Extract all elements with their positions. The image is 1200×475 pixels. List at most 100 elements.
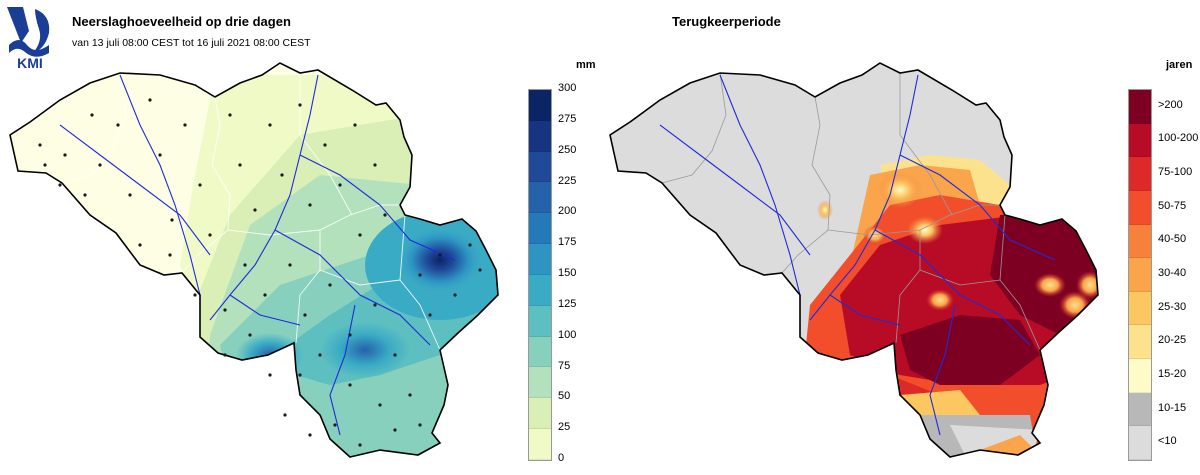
rain-gauge-station xyxy=(338,183,342,187)
precip-unit-label: mm xyxy=(576,59,596,71)
legend-tick-label: 275 xyxy=(558,112,577,125)
rain-gauge-station xyxy=(438,253,442,257)
legend-tick-label: 300 xyxy=(558,82,577,94)
legend-category-label: 50-75 xyxy=(1158,199,1187,212)
rain-gauge-station xyxy=(158,153,162,157)
rain-gauge-station xyxy=(323,143,327,147)
precip-color-legend xyxy=(528,89,552,461)
rain-gauge-station xyxy=(183,123,187,127)
legend-category-label: >200 xyxy=(1158,98,1183,111)
kmi-logo: KMI xyxy=(5,5,55,71)
rain-gauge-station xyxy=(280,173,284,177)
rain-gauge-station xyxy=(98,163,102,167)
legend-category-label: 75-100 xyxy=(1158,166,1193,179)
legend-swatch xyxy=(529,151,551,183)
rain-gauge-station xyxy=(193,293,197,297)
legend-swatch xyxy=(1129,90,1151,124)
legend-swatch xyxy=(529,398,551,430)
legend-swatch xyxy=(529,367,551,399)
rain-gauge-station xyxy=(333,423,337,427)
rain-gauge-station xyxy=(318,353,322,357)
legend-category-label: 10-15 xyxy=(1158,401,1187,414)
legend-swatch xyxy=(529,244,551,275)
rain-gauge-station xyxy=(358,443,362,447)
legend-tick-label: 225 xyxy=(558,174,577,187)
legend-category-label: 15-20 xyxy=(1158,367,1187,380)
legend-tick-label: 175 xyxy=(558,236,577,249)
rain-gauge-station xyxy=(223,353,227,357)
legend-swatch xyxy=(529,305,551,337)
rain-gauge-station xyxy=(373,163,377,167)
rain-gauge-station xyxy=(393,428,397,432)
rain-gauge-station xyxy=(478,268,482,272)
legend-swatch xyxy=(529,213,551,245)
legend-swatch xyxy=(529,429,551,460)
legend-tick-label: 125 xyxy=(558,297,577,310)
rain-gauge-station xyxy=(353,123,357,127)
legend-category-label: 40-50 xyxy=(1158,233,1187,246)
legend-category-label: 25-30 xyxy=(1158,300,1187,313)
legend-tick-label: 25 xyxy=(558,421,571,434)
legend-tick-label: 200 xyxy=(558,205,577,218)
legend-swatch xyxy=(1129,291,1151,326)
legend-category-label: 100-200 xyxy=(1158,132,1199,145)
rain-gauge-station xyxy=(248,333,252,337)
rain-gauge-station xyxy=(263,293,267,297)
right-map-title: Terugkeerperiode xyxy=(672,14,781,29)
legend-swatch xyxy=(529,274,551,306)
rain-gauge-station xyxy=(373,303,377,307)
rain-gauge-station xyxy=(63,153,67,157)
legend-category-label: 20-25 xyxy=(1158,334,1187,347)
rain-gauge-station xyxy=(208,233,212,237)
rain-gauge-station xyxy=(428,313,432,317)
rain-gauge-station xyxy=(418,423,422,427)
rain-gauge-station xyxy=(383,213,387,217)
rain-gauge-station xyxy=(228,113,232,117)
rain-gauge-station xyxy=(393,353,397,357)
legend-tick-label: 100 xyxy=(558,328,577,341)
rain-gauge-station xyxy=(268,373,272,377)
legend-swatch xyxy=(1129,359,1151,393)
rain-gauge-station xyxy=(283,413,287,417)
legend-swatch xyxy=(1129,258,1151,292)
rain-gauge-station xyxy=(348,333,352,337)
legend-tick-label: 75 xyxy=(558,359,571,372)
rain-gauge-station xyxy=(288,263,292,267)
rain-gauge-station xyxy=(83,193,87,197)
rain-gauge-station xyxy=(378,403,382,407)
rain-gauge-station xyxy=(58,183,62,187)
rain-gauge-station xyxy=(223,308,227,312)
rain-gauge-station xyxy=(168,253,172,257)
return-period-map xyxy=(609,62,1099,458)
rain-gauge-station xyxy=(408,393,412,397)
left-map-subtitle: van 13 juli 08:00 CEST tot 16 juli 2021 … xyxy=(72,37,311,49)
legend-tick-label: 50 xyxy=(558,390,571,403)
legend-swatch xyxy=(529,336,551,368)
legend-tick-label: 250 xyxy=(558,143,577,156)
rain-gauge-station xyxy=(253,208,257,212)
legend-swatch xyxy=(1129,157,1151,191)
left-map-title: Neerslaghoeveelheid op drie dagen xyxy=(72,14,291,29)
return-period-unit-label: jaren xyxy=(1166,59,1193,71)
rain-gauge-station xyxy=(308,203,312,207)
rain-gauge-station xyxy=(358,233,362,237)
legend-tick-label: 150 xyxy=(558,267,577,279)
return-period-color-legend xyxy=(1128,89,1152,461)
rain-gauge-station xyxy=(43,163,47,167)
rain-gauge-station xyxy=(138,243,142,247)
rain-gauge-station xyxy=(243,263,247,267)
rain-gauge-station xyxy=(298,103,302,107)
legend-category-label: 30-40 xyxy=(1158,267,1187,279)
rain-gauge-station xyxy=(38,143,42,147)
rain-gauge-station xyxy=(116,123,120,127)
rain-gauge-station xyxy=(148,98,152,102)
rain-gauge-station xyxy=(238,163,242,167)
rain-gauge-station xyxy=(348,383,352,387)
rain-gauge-station xyxy=(303,313,307,317)
rain-gauge-station xyxy=(418,273,422,277)
logo-text: KMI xyxy=(17,55,43,70)
rain-gauge-station xyxy=(453,293,457,297)
legend-swatch xyxy=(1129,426,1151,460)
legend-category-label: <10 xyxy=(1158,435,1177,448)
legend-swatch xyxy=(529,120,551,152)
